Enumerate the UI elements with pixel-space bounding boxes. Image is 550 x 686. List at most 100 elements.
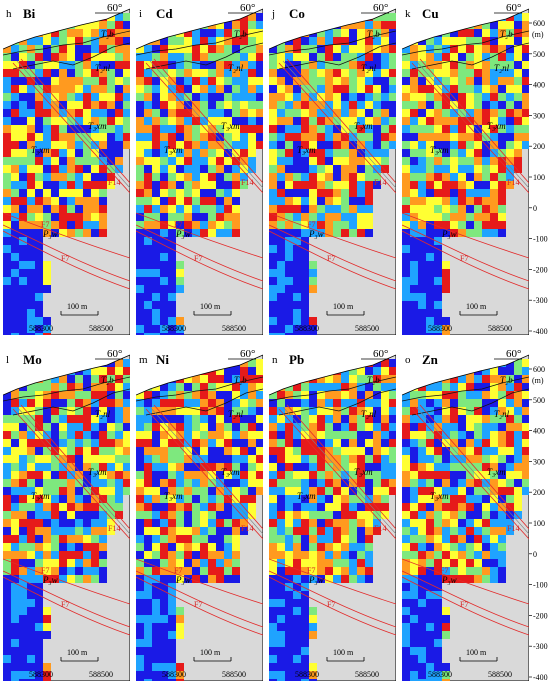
grid-cell bbox=[450, 189, 458, 197]
grid-cell bbox=[490, 205, 498, 213]
grid-cell bbox=[285, 333, 293, 335]
grid-cell bbox=[200, 165, 208, 173]
grid-cell bbox=[216, 375, 224, 383]
grid-cell bbox=[136, 503, 144, 511]
grid-cell bbox=[240, 423, 248, 431]
grid-cell bbox=[506, 455, 514, 463]
grid-cell bbox=[349, 479, 357, 487]
grid-cell bbox=[426, 293, 434, 301]
grid-cell bbox=[99, 511, 107, 519]
grid-cell bbox=[176, 543, 184, 551]
grid-cell bbox=[373, 141, 381, 149]
fault-f14-line-a bbox=[278, 408, 396, 540]
grid-cell bbox=[19, 423, 27, 431]
grid-cell bbox=[341, 181, 349, 189]
grid-cell bbox=[285, 455, 293, 463]
label-strata-xm-right: T₃xm bbox=[487, 121, 506, 131]
grid-cell bbox=[426, 77, 434, 85]
grid-cell bbox=[144, 197, 152, 205]
grid-cell bbox=[19, 213, 27, 221]
grid-cell bbox=[27, 261, 35, 269]
grid-cell bbox=[466, 431, 474, 439]
grid-cell bbox=[224, 221, 232, 229]
grid-cell bbox=[357, 527, 365, 535]
grid-cell bbox=[458, 527, 466, 535]
grid-cell bbox=[285, 423, 293, 431]
grid-cell bbox=[27, 285, 35, 293]
grid-cell bbox=[269, 623, 277, 631]
grid-cell bbox=[160, 591, 168, 599]
grid-cell bbox=[514, 101, 522, 109]
grid-cell bbox=[200, 189, 208, 197]
grid-cell bbox=[418, 77, 426, 85]
grid-cell bbox=[389, 29, 396, 37]
grid-cell bbox=[35, 583, 43, 591]
grid-cell bbox=[75, 85, 83, 93]
fault-f7-line-b bbox=[3, 224, 130, 282]
grid-cell bbox=[381, 125, 389, 133]
grid-cell bbox=[285, 535, 293, 543]
grid-cell bbox=[184, 551, 192, 559]
panel-letter: k bbox=[405, 8, 411, 20]
grid-cell bbox=[3, 269, 11, 277]
grid-cell bbox=[333, 551, 341, 559]
grid-cell bbox=[466, 535, 474, 543]
grid-cell bbox=[349, 455, 357, 463]
grid-cell bbox=[466, 575, 474, 583]
grid-cell bbox=[216, 45, 224, 53]
grid-cell bbox=[168, 551, 176, 559]
grid-cell bbox=[522, 45, 529, 53]
grid-cell bbox=[168, 173, 176, 181]
grid-cell bbox=[277, 197, 285, 205]
grid-cell bbox=[27, 559, 35, 567]
grid-cell bbox=[11, 229, 19, 237]
grid-cell bbox=[301, 631, 309, 639]
grid-cell bbox=[160, 535, 168, 543]
grid-cell bbox=[19, 455, 27, 463]
grid-cell bbox=[59, 149, 67, 157]
grid-cell bbox=[365, 109, 373, 117]
grid-cell bbox=[482, 503, 490, 511]
grid-cell bbox=[442, 53, 450, 61]
grid-cell bbox=[309, 455, 317, 463]
grid-cell bbox=[192, 519, 200, 527]
grid-cell bbox=[192, 157, 200, 165]
grid-cell bbox=[285, 407, 293, 415]
grid-cell bbox=[442, 117, 450, 125]
grid-cell bbox=[277, 567, 285, 575]
grid-cell bbox=[301, 149, 309, 157]
grid-cell bbox=[51, 375, 59, 383]
grid-cell bbox=[192, 37, 200, 45]
panel-letter: n bbox=[272, 354, 278, 366]
grid-cell bbox=[293, 487, 301, 495]
grid-cell bbox=[325, 567, 333, 575]
grid-cell bbox=[506, 77, 514, 85]
grid-cell bbox=[59, 53, 67, 61]
grid-cell bbox=[232, 543, 240, 551]
grid-cell bbox=[365, 519, 373, 527]
grid-cell bbox=[442, 463, 450, 471]
label-strata-xm-left: T₃xm bbox=[164, 145, 183, 155]
grid-cell bbox=[506, 519, 514, 527]
grid-cell bbox=[59, 101, 67, 109]
grid-cell bbox=[256, 29, 263, 37]
grid-cell bbox=[522, 141, 529, 149]
grid-cell bbox=[91, 197, 99, 205]
grid-cell bbox=[293, 301, 301, 309]
grid-cell bbox=[232, 519, 240, 527]
grid-cell bbox=[301, 655, 309, 663]
grid-cell bbox=[293, 317, 301, 325]
grid-cell bbox=[43, 37, 51, 45]
grid-cell bbox=[357, 173, 365, 181]
grid-cell bbox=[498, 101, 506, 109]
grid-cell bbox=[115, 359, 123, 367]
grid-cell bbox=[67, 101, 75, 109]
grid-cell bbox=[27, 149, 35, 157]
grid-cell bbox=[466, 37, 474, 45]
grid-cell bbox=[176, 213, 184, 221]
grid-cell bbox=[434, 77, 442, 85]
grid-cell bbox=[152, 407, 160, 415]
grid-cell bbox=[410, 333, 418, 335]
grid-cell bbox=[434, 567, 442, 575]
grid-cell bbox=[19, 261, 27, 269]
